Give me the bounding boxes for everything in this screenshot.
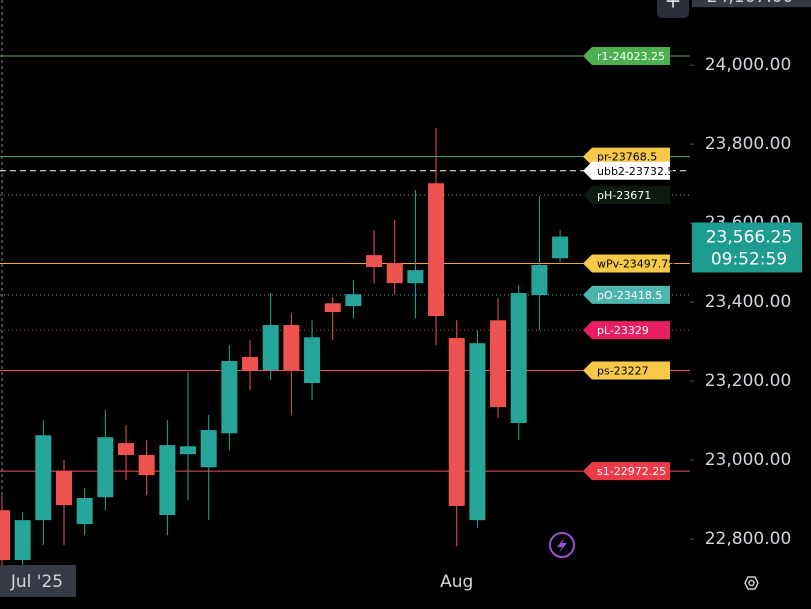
y-tick-label: 23,000.00 [705, 450, 792, 470]
candle-body [448, 338, 465, 506]
level-label-bg [583, 254, 670, 273]
candle-body [180, 446, 197, 455]
candle-body [159, 445, 176, 516]
level-label-bg [583, 285, 670, 304]
candle-body [531, 265, 548, 296]
candle-body [14, 520, 31, 561]
candle-body [386, 263, 403, 284]
level-label: r1-24023.25 [597, 50, 665, 63]
x-tick-label: Jul '25 [10, 572, 63, 592]
candle-body [428, 183, 445, 316]
add-icon: + [665, 0, 682, 13]
level-label: ubb2-23732.5 [597, 165, 674, 178]
candle-body [0, 510, 10, 561]
candle-body [407, 270, 424, 284]
candle-body [324, 303, 341, 313]
lightning-icon[interactable] [549, 532, 575, 558]
level-label-bg [583, 462, 670, 481]
candle-body [283, 325, 300, 371]
level-label: wPv-23497.75 [597, 258, 675, 271]
candle-body [97, 437, 114, 498]
level-label-bg [583, 46, 670, 65]
y-tick-label: 23,200.00 [705, 371, 792, 391]
candle-body [490, 320, 507, 408]
candle-body [138, 454, 155, 476]
candle-body [262, 325, 279, 371]
y-tick-label: 22,800.00 [705, 529, 792, 549]
candle-body [76, 498, 93, 525]
countdown-label: 09:52:59 [711, 249, 787, 269]
crosshair-label: 24,167.00 [707, 0, 794, 7]
x-label-bg [0, 565, 76, 597]
candle-body [200, 430, 217, 468]
y-tick-label: 24,000.00 [705, 55, 792, 75]
level-label: ps-23227 [597, 364, 649, 377]
level-label-bg [583, 186, 670, 205]
level-label: pL-23329 [597, 324, 649, 337]
level-label-bg [583, 361, 670, 380]
candle-body [469, 343, 486, 521]
level-label-bg [583, 147, 670, 166]
candle-body [56, 471, 73, 506]
last-price-label: 23,566.25 [706, 227, 793, 247]
last-price-bg [692, 222, 802, 273]
level-label-bg [583, 161, 670, 180]
candle-body [118, 443, 135, 455]
level-label: pr-23768.5 [597, 151, 657, 164]
add-button[interactable] [657, 0, 689, 18]
candle-body [242, 357, 259, 371]
candle-body [304, 337, 321, 384]
settings-icon[interactable] [744, 576, 759, 590]
y-tick-label: 23,800.00 [705, 134, 792, 154]
level-label: pO-23418.5 [597, 289, 662, 302]
level-label: s1-22972.25 [597, 465, 666, 478]
candle-body [221, 360, 238, 434]
level-label: pH-23671 [597, 189, 651, 202]
x-tick-label: Aug [440, 572, 473, 592]
y-tick-label: 23,400.00 [705, 292, 792, 312]
candle-body [510, 293, 527, 423]
candle-body [552, 236, 569, 259]
level-label-bg [583, 321, 670, 340]
candle-body [366, 255, 383, 267]
candle-body [35, 435, 52, 521]
candle-body [345, 294, 362, 307]
crosshair-label-bg [692, 0, 811, 8]
